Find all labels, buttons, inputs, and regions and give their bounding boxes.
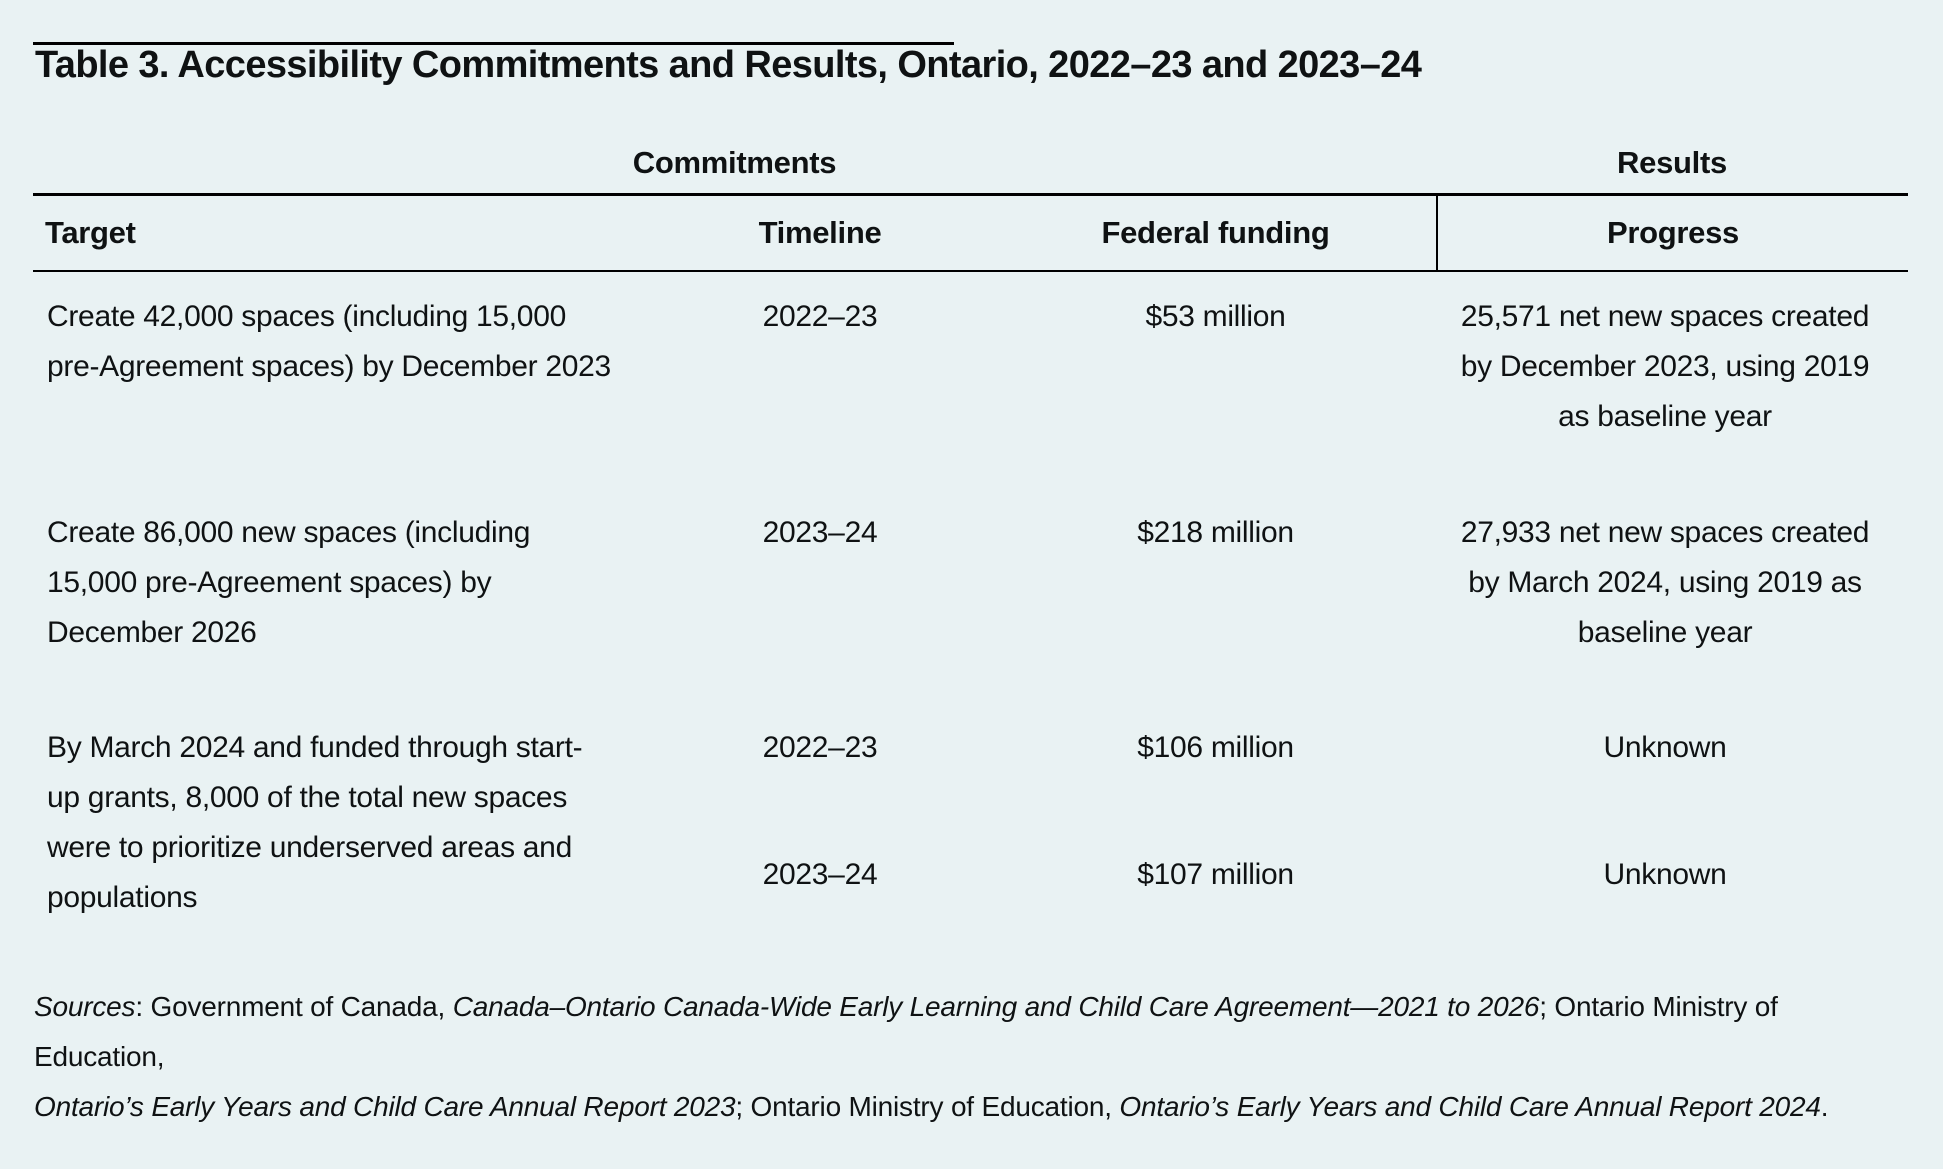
subrow-funding: $107 million [1137, 858, 1294, 891]
column-header-funding: Federal funding [1101, 215, 1330, 250]
source-title-text: Canada–Ontario Canada-Wide Early Learnin… [452, 991, 1540, 1022]
cell-progress: Unknown Unknown [1436, 723, 1908, 900]
subrow-progress: Unknown [1603, 731, 1727, 764]
cell-target: By March 2024 and funded through start- … [47, 731, 583, 914]
cell-progress: 27,933 net new spaces created by March 2… [1460, 516, 1870, 649]
subrow-timeline: 2023–24 [762, 858, 878, 891]
source-title-text: Sources [34, 991, 136, 1022]
table-row: By March 2024 and funded through start- … [33, 723, 1908, 923]
cell-funding: $53 million [1145, 300, 1286, 333]
sources-note: Sources: Government of Canada, Canada–On… [34, 982, 1908, 1132]
source-plain-text: ; Ontario Ministry of Education, [34, 991, 1786, 1072]
source-title-text: Ontario’s Early Years and Child Care Ann… [1119, 1091, 1821, 1122]
cell-target: Create 86,000 new spaces (including 15,0… [47, 516, 531, 649]
cell-funding: $106 million $107 million [995, 723, 1436, 900]
subrow-funding: $106 million [1137, 731, 1294, 764]
cell-timeline: 2022–23 2023–24 [645, 723, 995, 900]
sources-line: Sources: Government of Canada, Canada–On… [34, 982, 1908, 1082]
column-header-target: Target [45, 215, 136, 250]
cell-timeline: 2023–24 [762, 516, 878, 549]
header-rule [33, 270, 1908, 272]
column-header-row: Target Timeline Federal funding Progress [33, 196, 1908, 270]
subrow-progress: Unknown [1603, 858, 1727, 891]
column-header-progress: Progress [1436, 196, 1908, 270]
accessibility-table: Commitments Results Target Timeline Fede… [33, 88, 1908, 923]
source-plain-text: : Government of Canada, [135, 991, 453, 1022]
sources-line: Ontario’s Early Years and Child Care Ann… [34, 1082, 1908, 1132]
crop-artifact-line [33, 42, 954, 45]
cell-progress: 25,571 net new spaces created by Decembe… [1460, 300, 1870, 433]
column-header-timeline: Timeline [758, 215, 882, 250]
top-rule [33, 193, 1908, 196]
source-title-text: Ontario’s Early Years and Child Care Ann… [34, 1091, 736, 1122]
source-plain-text: ; Ontario Ministry of Education, [735, 1091, 1120, 1122]
source-plain-text: . [1820, 1091, 1829, 1122]
group-header-commitments: Commitments [632, 145, 837, 180]
group-header-row: Commitments Results [33, 88, 1908, 193]
table-row: Create 86,000 new spaces (including 15,0… [33, 486, 1908, 723]
cell-target: Create 42,000 spaces (including 15,000 p… [47, 300, 611, 383]
cell-timeline: 2022–23 [762, 300, 878, 333]
group-header-results: Results [1617, 145, 1727, 180]
report-page: Table 3. Accessibility Commitments and R… [0, 42, 1943, 1132]
cell-funding: $218 million [1137, 516, 1294, 549]
subrow-timeline: 2022–23 [762, 731, 878, 764]
table-row: Create 42,000 spaces (including 15,000 p… [33, 272, 1908, 486]
table-title: Table 3. Accessibility Commitments and R… [35, 44, 1422, 86]
